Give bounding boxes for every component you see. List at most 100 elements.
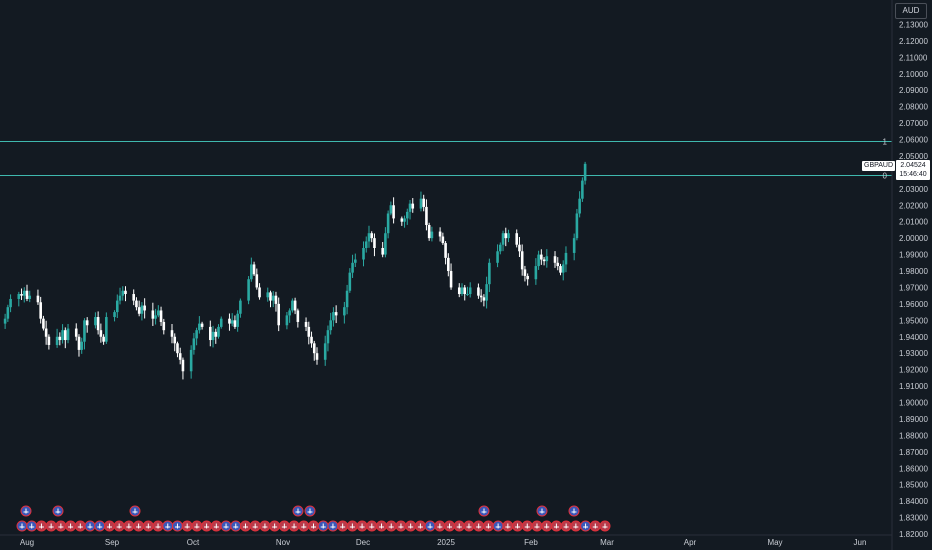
uk-event-icon[interactable] — [35, 520, 47, 532]
uk-event-icon[interactable] — [444, 520, 456, 532]
uk-event-icon[interactable] — [288, 520, 300, 532]
candle — [266, 287, 270, 302]
uk-event-icon[interactable] — [308, 520, 319, 532]
au-event-icon[interactable] — [424, 520, 436, 532]
au-event-icon[interactable] — [26, 520, 38, 532]
uk-event-icon[interactable] — [298, 520, 310, 532]
uk-event-icon[interactable] — [463, 520, 475, 532]
candle — [373, 233, 376, 257]
candle — [250, 257, 253, 282]
uk-event-icon[interactable] — [239, 520, 251, 532]
uk-event-icon[interactable] — [405, 520, 417, 532]
uk-event-icon[interactable] — [269, 520, 281, 532]
uk-event-icon[interactable] — [482, 520, 494, 532]
economic-events-row[interactable] — [16, 505, 611, 532]
uk-event-icon[interactable] — [502, 520, 514, 532]
uk-event-icon[interactable] — [249, 520, 261, 532]
uk-event-icon[interactable] — [414, 520, 426, 532]
candle-body — [198, 323, 201, 331]
uk-event-icon[interactable] — [473, 520, 485, 532]
au-event-icon[interactable] — [20, 505, 32, 517]
au-event-icon[interactable] — [220, 520, 232, 532]
uk-event-icon[interactable] — [103, 520, 115, 532]
x-tick-label: 2025 — [437, 538, 455, 547]
event-marker-glyph — [592, 523, 598, 529]
uk-event-icon[interactable] — [453, 520, 465, 532]
au-event-icon[interactable] — [52, 505, 64, 517]
uk-event-icon[interactable] — [113, 520, 125, 532]
au-event-icon[interactable] — [292, 505, 304, 517]
uk-event-icon[interactable] — [191, 520, 203, 532]
candle-body — [384, 233, 387, 255]
candle-body — [36, 295, 40, 303]
candle — [526, 273, 529, 286]
au-event-icon[interactable] — [304, 505, 316, 517]
au-event-icon[interactable] — [536, 505, 548, 517]
y-tick-label: 2.01000 — [899, 218, 928, 227]
uk-event-icon[interactable] — [74, 520, 86, 532]
uk-event-icon[interactable] — [589, 520, 601, 532]
uk-event-icon[interactable] — [541, 520, 553, 532]
au-event-icon[interactable] — [162, 520, 174, 532]
event-marker-glyph — [58, 523, 64, 529]
candle-body — [381, 248, 384, 255]
uk-event-icon[interactable] — [395, 520, 407, 532]
event-marker-glyph — [534, 523, 540, 529]
au-event-icon[interactable] — [317, 520, 329, 532]
candle-body — [386, 213, 390, 234]
uk-event-icon[interactable] — [376, 520, 388, 532]
au-event-icon[interactable] — [327, 520, 339, 532]
currency-label[interactable]: AUD — [895, 3, 927, 19]
uk-event-icon[interactable] — [55, 520, 67, 532]
uk-event-icon[interactable] — [599, 520, 611, 532]
uk-event-icon[interactable] — [133, 520, 145, 532]
uk-event-icon[interactable] — [123, 520, 135, 532]
au-event-icon[interactable] — [16, 520, 28, 532]
candle-body — [113, 312, 116, 318]
y-tick-label: 2.10000 — [899, 70, 928, 79]
uk-event-icon[interactable] — [570, 520, 582, 532]
uk-event-icon[interactable] — [560, 520, 572, 532]
uk-event-icon[interactable] — [278, 520, 290, 532]
uk-event-icon[interactable] — [337, 520, 349, 532]
au-event-icon[interactable] — [230, 520, 242, 532]
uk-event-icon[interactable] — [385, 520, 397, 532]
uk-event-icon[interactable] — [45, 520, 57, 532]
uk-event-icon[interactable] — [434, 520, 446, 532]
uk-event-icon[interactable] — [512, 520, 524, 532]
uk-event-icon[interactable] — [259, 520, 271, 532]
uk-event-icon[interactable] — [521, 520, 533, 532]
uk-event-icon[interactable] — [65, 520, 77, 532]
uk-event-icon[interactable] — [201, 520, 213, 532]
y-tick-label: 2.12000 — [899, 37, 928, 46]
au-event-icon[interactable] — [580, 520, 592, 532]
uk-event-icon[interactable] — [366, 520, 378, 532]
au-event-icon[interactable] — [492, 520, 504, 532]
uk-event-icon[interactable] — [210, 520, 222, 532]
uk-event-icon[interactable] — [181, 520, 193, 532]
price-axis[interactable]: 2.13000 2.12000 2.11000 2.10000 2.09000 2.080… — [899, 20, 928, 539]
uk-event-icon[interactable] — [550, 520, 562, 532]
au-event-icon[interactable] — [129, 505, 141, 517]
candle — [581, 177, 584, 202]
au-event-icon[interactable] — [568, 505, 580, 517]
candle-body — [115, 300, 119, 313]
candle-body — [77, 336, 81, 350]
uk-event-icon[interactable] — [356, 520, 368, 532]
au-event-icon[interactable] — [84, 520, 96, 532]
time-axis[interactable]: Aug Sep Oct Nov Dec 2025 Feb Mar Apr May Jun — [20, 538, 867, 547]
au-event-icon[interactable] — [478, 505, 490, 517]
candle — [55, 328, 59, 348]
candle — [326, 325, 330, 352]
candle-body — [332, 312, 335, 321]
uk-event-icon[interactable] — [531, 520, 543, 532]
uk-event-icon[interactable] — [346, 520, 358, 532]
au-event-icon[interactable] — [94, 520, 106, 532]
au-event-icon[interactable] — [171, 520, 183, 532]
uk-event-icon[interactable] — [142, 520, 154, 532]
x-tick-label: Sep — [105, 538, 120, 547]
uk-event-icon[interactable] — [152, 520, 164, 532]
event-marker-glyph — [495, 523, 501, 529]
candle — [572, 233, 576, 261]
